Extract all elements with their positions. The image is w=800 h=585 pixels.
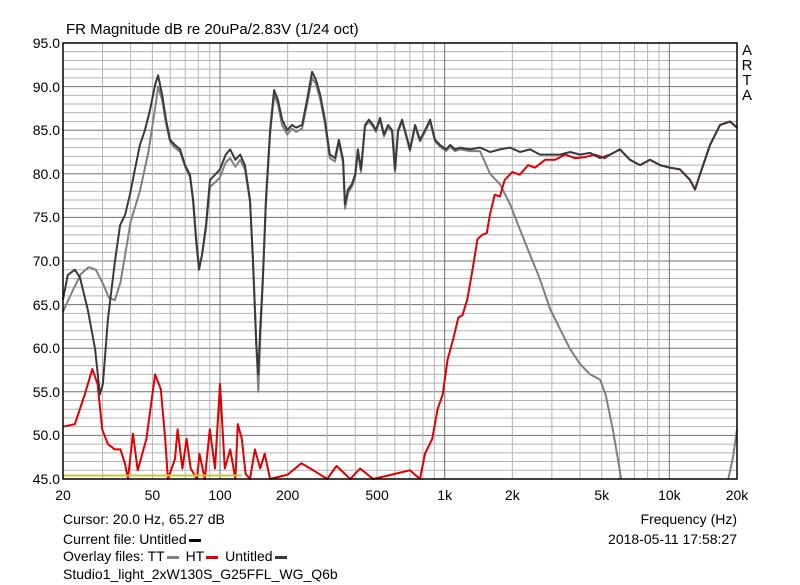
chart-title: FR Magnitude dB re 20uPa/2.83V (1/24 oct… (66, 21, 359, 38)
x-tick-label: 100 (208, 487, 232, 503)
x-tick-label: 500 (365, 487, 389, 503)
x-tick-label: 50 (144, 487, 161, 503)
series-line-ht (62, 120, 738, 480)
overlay-ht-swatch (206, 555, 219, 559)
overlay-ht[interactable]: HT (185, 548, 205, 564)
cursor-readout: Cursor: 20.0 Hz, 65.27 dB (63, 511, 225, 527)
arta-letter: A (741, 87, 752, 104)
overlay-tt[interactable]: TT (147, 548, 165, 564)
y-tick-label: 70.0 (32, 253, 60, 269)
arta-letter: R (741, 57, 753, 74)
y-tick-label: 80.0 (32, 165, 60, 182)
series-line-tt-high (727, 429, 738, 480)
x-tick-label: 2k (504, 487, 520, 503)
x-tick-label: 10k (658, 487, 681, 503)
y-tick-label: 75.0 (32, 209, 60, 226)
x-tick-label: 20 (55, 487, 71, 503)
overlay-files-label: Overlay files: (63, 548, 144, 564)
y-tick-label: 55.0 (32, 383, 60, 400)
current-file-label: Current file: Untitled (63, 531, 187, 547)
overlay-files: Overlay files: TT HT Untitled (63, 548, 290, 564)
overlay-untitled[interactable]: Untitled (225, 548, 273, 564)
overlay-tt-swatch (166, 555, 179, 559)
y-tick-label: 45.0 (32, 471, 60, 487)
y-tick-label: 95.0 (32, 35, 60, 51)
arta-letter: A (741, 42, 752, 59)
current-file-swatch (188, 538, 201, 542)
current-file: Current file: Untitled (63, 531, 204, 547)
y-tick-label: 60.0 (32, 340, 60, 357)
file-name: Studio1_light_2xW130S_G25FFL_WG_Q6b (63, 566, 338, 582)
x-tick-label: 1k (437, 487, 453, 503)
x-axis-label: Frequency (Hz) (640, 511, 737, 527)
y-tick-label: 50.0 (32, 427, 60, 444)
x-tick-label: 200 (275, 487, 300, 503)
x-tick-label: 20k (725, 487, 749, 503)
arta-letter: T (742, 72, 752, 89)
plot-frame (62, 42, 738, 480)
timestamp: 2018-05-11 17:58:27 (608, 531, 737, 547)
overlay-untitled-swatch (274, 555, 287, 559)
y-tick-label: 90.0 (32, 78, 60, 95)
y-tick-label: 65.0 (32, 296, 60, 313)
x-tick-label: 5k (594, 487, 610, 503)
series-line-untitled (62, 70, 738, 396)
series-line-tt (62, 76, 623, 480)
y-tick-label: 85.0 (32, 122, 60, 139)
